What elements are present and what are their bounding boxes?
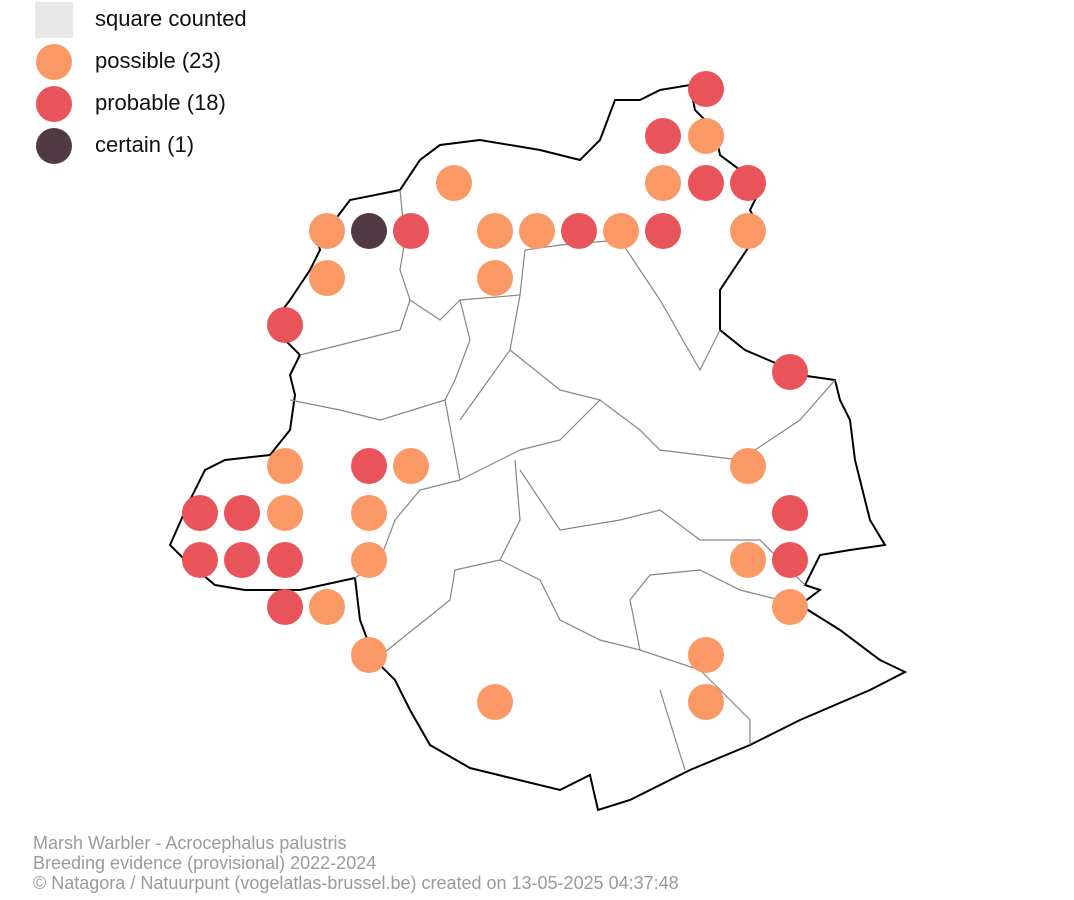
- municipal-border: [354, 189, 471, 579]
- square-dot: [267, 307, 303, 343]
- square-dot: [309, 213, 345, 249]
- square-dot: [519, 213, 555, 249]
- legend-label: certain (1): [95, 132, 194, 157]
- square-dot: [393, 448, 429, 484]
- square-dot: [351, 495, 387, 531]
- square-dot: [267, 448, 303, 484]
- square-dot: [730, 542, 766, 578]
- square-dot: [351, 448, 387, 484]
- square-dot: [688, 165, 724, 201]
- legend-label: square counted: [95, 6, 247, 31]
- square-dot: [309, 260, 345, 296]
- municipal-border: [289, 299, 446, 421]
- square-dot: [645, 213, 681, 249]
- square-dot: [688, 71, 724, 107]
- municipal-border: [374, 559, 501, 661]
- legend-swatch: [36, 44, 72, 80]
- footer-line: © Natagora / Natuurpunt (vogelatlas-brus…: [33, 873, 679, 893]
- region: [168, 83, 908, 812]
- legend-label: probable (18): [95, 90, 226, 115]
- square-dot: [477, 213, 513, 249]
- legend-swatch: [36, 86, 72, 122]
- square-dot: [645, 118, 681, 154]
- legend-swatch: [36, 128, 72, 164]
- square-dot: [182, 495, 218, 531]
- municipal-border: [459, 294, 601, 421]
- municipal-border: [629, 569, 801, 651]
- municipal-border: [519, 469, 806, 586]
- square-dot: [477, 684, 513, 720]
- square-dot: [772, 354, 808, 390]
- legend: square counted possible (23) probable (18)…: [35, 2, 247, 164]
- legend-swatch: [35, 2, 73, 38]
- square-dot: [688, 637, 724, 673]
- legend-label: possible (23): [95, 48, 221, 73]
- square-dot: [772, 495, 808, 531]
- footer: Marsh Warbler - Acrocephalus palustris B…: [33, 833, 679, 893]
- square-dot: [393, 213, 429, 249]
- square-dot: [436, 165, 472, 201]
- square-dot: [477, 260, 513, 296]
- square-dot: [267, 542, 303, 578]
- square-dot: [351, 637, 387, 673]
- square-dot: [603, 213, 639, 249]
- footer-line: Breeding evidence (provisional) 2022-202…: [33, 853, 376, 873]
- square-dot: [730, 213, 766, 249]
- square-dot: [688, 684, 724, 720]
- square-dot: [351, 213, 387, 249]
- square-dot: [772, 589, 808, 625]
- square-dot: [351, 542, 387, 578]
- municipal-border: [659, 689, 686, 771]
- square-dot: [309, 589, 345, 625]
- square-dot: [772, 542, 808, 578]
- square-dot: [182, 542, 218, 578]
- square-dot: [730, 448, 766, 484]
- square-dot: [645, 165, 681, 201]
- squares: [182, 71, 808, 720]
- municipal-border: [499, 459, 751, 745]
- square-dot: [730, 165, 766, 201]
- square-dot: [224, 542, 260, 578]
- footer-line: Marsh Warbler - Acrocephalus palustris: [33, 833, 346, 853]
- region-outline: [168, 83, 908, 812]
- square-dot: [561, 213, 597, 249]
- square-dot: [267, 495, 303, 531]
- municipal-border: [459, 379, 836, 481]
- square-dot: [688, 118, 724, 154]
- square-dot: [224, 495, 260, 531]
- square-dot: [267, 589, 303, 625]
